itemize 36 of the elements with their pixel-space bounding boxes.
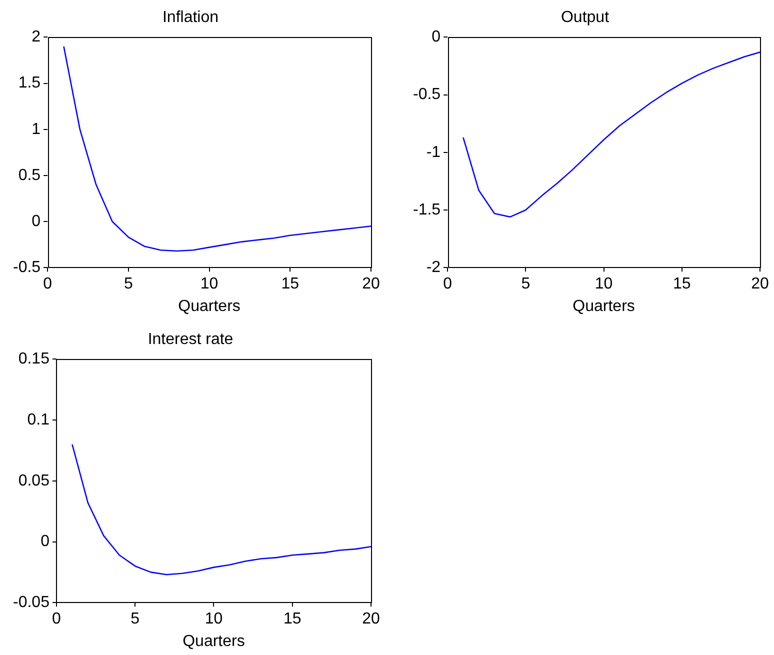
y-tick-label: 0.1 bbox=[27, 411, 50, 428]
x-tick-label: 15 bbox=[281, 276, 300, 293]
x-tick-label: 20 bbox=[751, 276, 769, 293]
chart-title: Inflation bbox=[162, 9, 219, 26]
y-tick-label: -1 bbox=[426, 144, 441, 161]
y-tick-label: -0.5 bbox=[412, 86, 441, 104]
y-tick-label: -2 bbox=[426, 259, 441, 276]
y-tick-label: 0.15 bbox=[18, 350, 50, 368]
x-axis-title: Quarters bbox=[182, 632, 245, 650]
x-axis-title: Quarters bbox=[572, 298, 635, 315]
y-tick-label: -1.5 bbox=[412, 201, 441, 218]
x-axis-title: Quarters bbox=[178, 298, 240, 315]
x-tick-label: 10 bbox=[200, 276, 218, 293]
chart-title: Interest rate bbox=[148, 331, 234, 348]
y-tick-label: 0 bbox=[40, 533, 50, 550]
y-tick-label: -0.05 bbox=[13, 594, 50, 612]
x-tick-label: 5 bbox=[130, 610, 140, 628]
x-tick-label: 10 bbox=[594, 276, 613, 293]
x-tick-label: 15 bbox=[283, 610, 302, 628]
x-tick-label: 0 bbox=[52, 610, 62, 628]
y-tick-label: 0.05 bbox=[18, 472, 50, 490]
y-tick-label: 0.5 bbox=[18, 166, 41, 184]
y-tick-label: 1 bbox=[32, 120, 41, 138]
chart-title: Output bbox=[560, 9, 610, 26]
x-tick-label: 0 bbox=[443, 276, 452, 293]
y-tick-label: 2 bbox=[32, 28, 41, 46]
x-tick-label: 20 bbox=[362, 610, 380, 628]
y-tick-label: 1.5 bbox=[18, 74, 41, 92]
x-tick-label: 5 bbox=[124, 276, 133, 293]
y-tick-label: -0.5 bbox=[12, 259, 41, 276]
x-tick-label: 15 bbox=[672, 276, 691, 293]
y-tick-label: 0 bbox=[32, 212, 41, 230]
y-tick-label: 0 bbox=[432, 28, 441, 46]
x-tick-label: 10 bbox=[204, 610, 223, 628]
x-tick-label: 5 bbox=[521, 276, 530, 293]
x-tick-label: 20 bbox=[362, 276, 380, 293]
